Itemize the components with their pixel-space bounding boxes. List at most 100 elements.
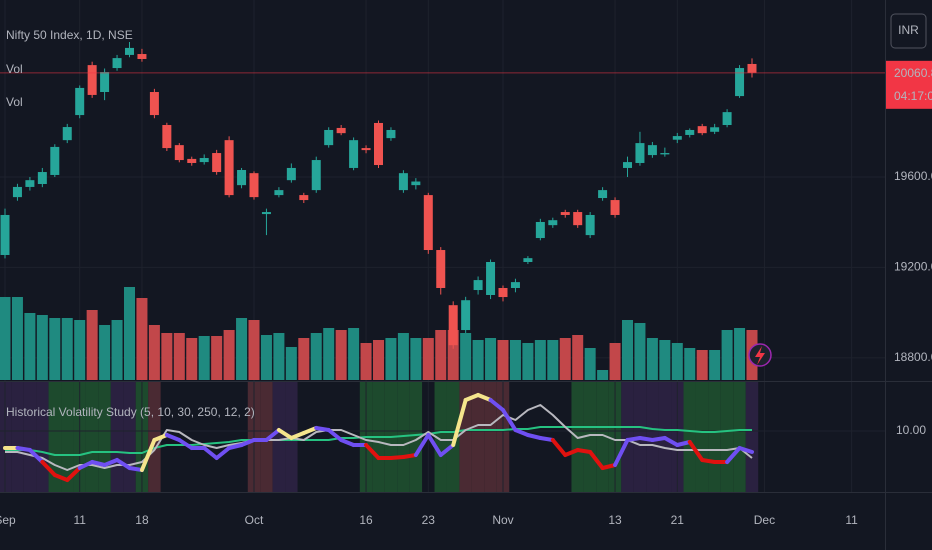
candle-body <box>685 129 695 135</box>
volume-bar <box>609 343 621 380</box>
volatility-segment <box>339 438 356 447</box>
candle-body <box>436 250 446 288</box>
volume-bar <box>124 287 135 380</box>
volatility-segment <box>600 463 618 470</box>
volatility-segment <box>550 438 568 457</box>
volume-bar <box>186 338 198 380</box>
candle-body <box>610 200 620 215</box>
candle-body <box>374 122 383 166</box>
volume-bar <box>273 333 285 380</box>
volume-bar <box>547 340 559 380</box>
volume-bar <box>211 336 223 380</box>
volatility-segment <box>413 433 431 457</box>
candle-body <box>25 180 35 187</box>
regime-band <box>733 382 746 492</box>
regime-band <box>48 382 62 492</box>
currency-label[interactable]: INR <box>898 23 919 37</box>
x-tick-label: 11 <box>73 513 86 527</box>
candle-body <box>647 145 657 156</box>
candle-body <box>498 287 508 298</box>
candle-body <box>137 54 147 60</box>
volume-bar <box>497 340 509 380</box>
candle-body <box>75 87 85 116</box>
volatility-segment <box>77 460 95 470</box>
volume-bar <box>198 336 210 380</box>
volatility-segment <box>388 455 406 460</box>
last-price-label: 20060.85 <box>894 66 932 80</box>
regime-band <box>98 382 111 492</box>
volatility-segment <box>264 428 281 442</box>
volume-bar <box>422 338 434 380</box>
candle-body <box>411 181 421 186</box>
volatility-segment <box>588 450 605 470</box>
volatility-segment <box>451 398 468 447</box>
volatility-segment <box>289 431 306 440</box>
icon-bolt[interactable] <box>755 346 765 365</box>
volatility-segment <box>214 446 232 460</box>
volume-bar <box>260 335 272 380</box>
lightning-icon[interactable] <box>748 343 772 367</box>
volatility-segment <box>52 473 70 482</box>
x-tick-label: 13 <box>608 513 622 527</box>
candle-body <box>448 305 458 346</box>
candle-body <box>635 143 645 163</box>
candle-body <box>162 125 172 149</box>
volume-bar <box>659 340 671 380</box>
candle-body <box>299 195 309 201</box>
candle-body <box>261 212 271 215</box>
candle-body <box>174 145 184 161</box>
volatility-segment <box>737 446 754 454</box>
regime-band <box>471 382 485 492</box>
axes: Sep 11 18 Oct 16 23 Nov 13 21 Dec 11 18800.00 19200.… <box>0 60 932 527</box>
candle-body <box>548 220 558 226</box>
regime-band <box>708 382 721 492</box>
candle-body <box>324 129 334 146</box>
x-tick-label: Nov <box>492 513 513 527</box>
volume-bar <box>136 298 148 380</box>
volatility-segment <box>301 426 319 435</box>
regime-band <box>695 382 709 492</box>
volume-bar <box>572 335 584 380</box>
candle-body <box>349 140 359 168</box>
candle-body <box>423 195 433 251</box>
volume-bar <box>248 320 260 380</box>
volatility-segment <box>662 436 680 447</box>
regime-band <box>36 382 49 492</box>
candle-body <box>398 173 408 191</box>
regime-band <box>110 382 124 492</box>
volatility-segment <box>463 393 481 402</box>
candle-body <box>710 127 720 132</box>
volume-bar <box>323 328 335 380</box>
currency-button[interactable] <box>890 13 927 49</box>
volatility-segment <box>65 466 82 482</box>
chart-title: Nifty 50 Index, 1D, NSE <box>6 28 133 42</box>
volume-bar <box>734 328 746 380</box>
candle-body <box>510 282 520 288</box>
regime-band <box>11 382 24 492</box>
candle-body <box>473 280 483 291</box>
candle-body <box>598 190 608 199</box>
volume-bar <box>61 318 73 380</box>
regime-band <box>123 382 136 492</box>
volume-bar <box>36 315 48 380</box>
candle-body <box>573 212 583 226</box>
volatility-segment <box>164 433 182 442</box>
volatility-segment <box>575 448 593 454</box>
volatility-segment <box>401 453 418 459</box>
candle-body <box>461 300 471 331</box>
regime-band <box>0 382 12 492</box>
indicator-pane <box>3 393 754 482</box>
candle-body <box>112 58 122 69</box>
candle-body <box>672 136 682 140</box>
candle-body <box>486 261 496 296</box>
regime-band <box>646 382 659 492</box>
candle-body <box>722 112 732 126</box>
volume-bar <box>721 330 733 380</box>
volume-bar <box>310 333 322 380</box>
volume-bar <box>74 320 86 380</box>
volatility-segment <box>476 393 493 402</box>
regime-band <box>434 382 447 492</box>
candle-body <box>286 167 296 181</box>
candle-body <box>212 153 222 173</box>
